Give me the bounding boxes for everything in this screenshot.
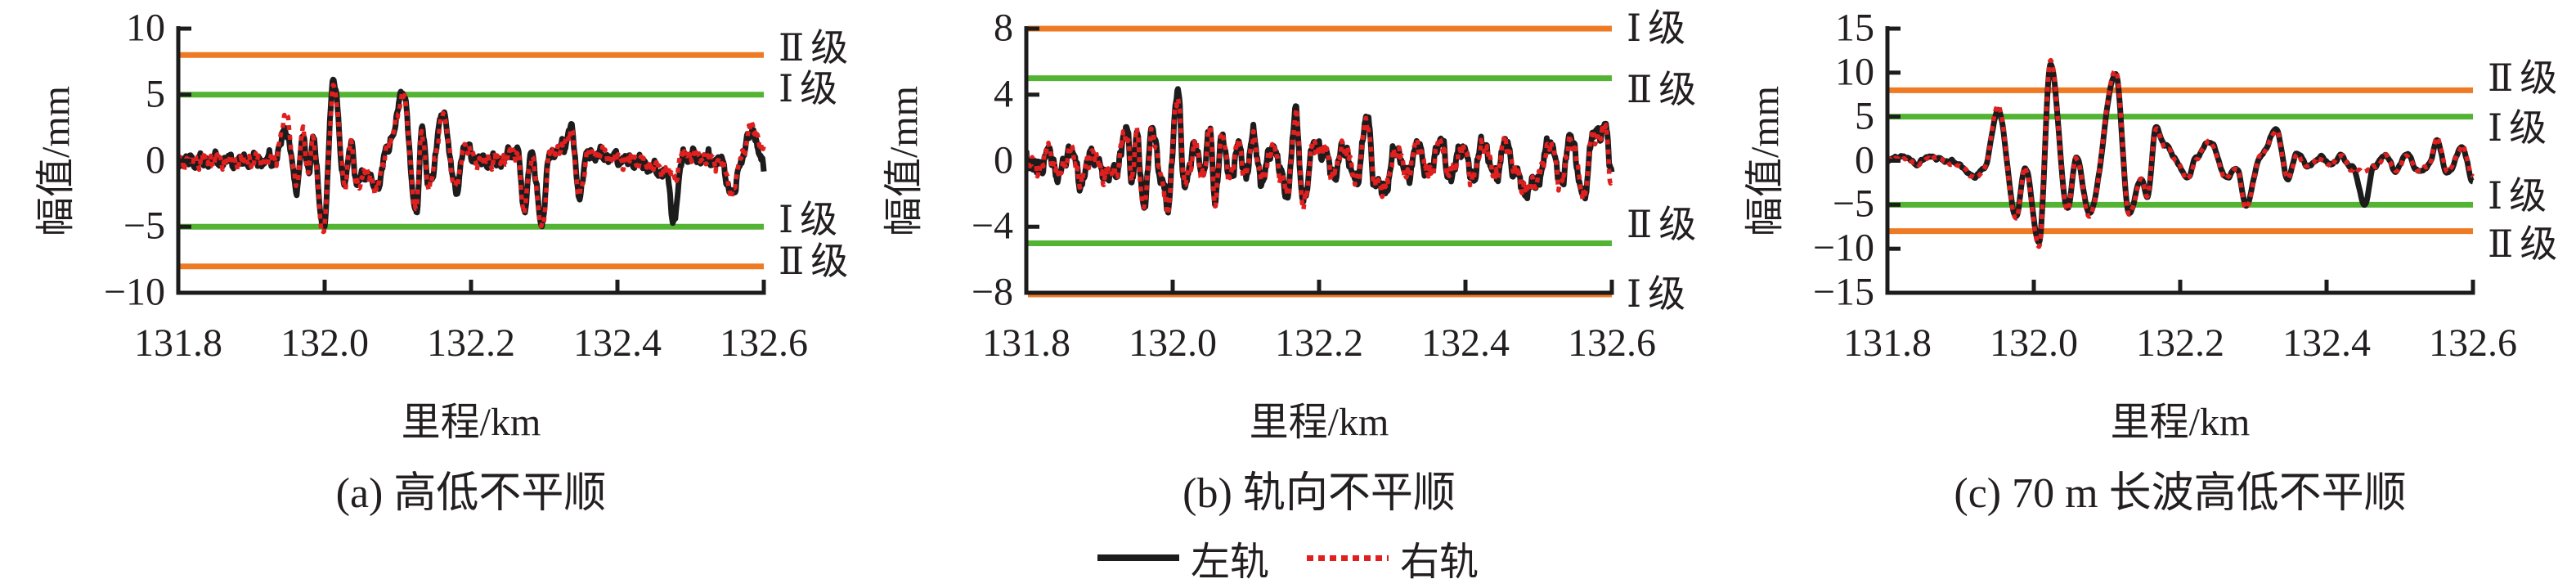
legend-label-left-rail: 左轨 [1190, 541, 1269, 584]
panel-b-caption: (b) 轨向不平顺 [1183, 470, 1456, 517]
panel-b-x-tick-label-2: 132.2 [1275, 321, 1363, 365]
panel-c-caption: (c) 70 m 长波高低不平顺 [1954, 470, 2407, 517]
panel-a-y-tick-label-4: −10 [103, 270, 165, 314]
panel-b-x-tick-label-4: 132.6 [1568, 321, 1656, 365]
panel-c-limit-label-1: Ⅰ级 [2488, 106, 2554, 149]
panel-b-y-tick-label-4: −8 [971, 270, 1013, 314]
panel-a-x-tick-label-1: 132.0 [280, 321, 369, 365]
right-rail-line-sample [1307, 554, 1389, 561]
panel-c-y-axis-title: 幅值/mm [1744, 85, 1787, 236]
panel-c-limit-label-0: Ⅱ级 [2488, 57, 2565, 100]
panel-a-x-tick-label-2: 132.2 [427, 321, 515, 365]
panel-c-y-tick-label-4: −5 [1832, 182, 1874, 226]
panel-a-x-tick-label-3: 132.4 [573, 321, 662, 365]
panel-a-y-tick-label-2: 0 [146, 137, 165, 182]
panel-b-limit-label-0: Ⅰ级 [1627, 7, 1693, 49]
panel-a-y-tick-label-0: 10 [126, 6, 165, 50]
panel-a-x-tick-label-4: 132.6 [720, 321, 808, 365]
panel-a-x-axis-title: 里程/km [401, 401, 541, 444]
legend-label-right-rail: 右轨 [1400, 541, 1479, 584]
panel-a-limit-label-3: Ⅱ级 [779, 240, 855, 282]
panel-c-x-tick-label-2: 132.2 [2136, 321, 2224, 365]
panel-c-y-tick-label-0: 15 [1835, 6, 1874, 50]
panel-b-y-tick-label-1: 4 [994, 72, 1013, 116]
panel-c-right-rail-line [1887, 57, 2475, 249]
panel-b-x-tick-label-1: 132.0 [1129, 321, 1217, 365]
panel-b-x-tick-label-0: 131.8 [982, 321, 1070, 365]
left-rail-line-sample [1097, 554, 1179, 561]
panel-b-limit-label-2: Ⅱ级 [1627, 204, 1703, 246]
panel-a-y-tick-label-3: −5 [123, 204, 165, 248]
panel-b-right-rail-line [1025, 97, 1613, 218]
panel-c-y-tick-label-2: 5 [1855, 94, 1874, 138]
panel-b-limit-label-3: Ⅰ级 [1627, 273, 1693, 315]
panel-a-limit-label-0: Ⅱ级 [779, 27, 855, 70]
panel-c-y-tick-label-1: 10 [1835, 50, 1874, 94]
panel-c-limit-label-3: Ⅱ级 [2488, 222, 2565, 265]
panel-c-limit-label-2: Ⅰ级 [2488, 175, 2554, 218]
panel-b-limit-label-1: Ⅱ级 [1627, 68, 1703, 110]
panel-b-y-axis-title: 幅值/mm [882, 85, 926, 236]
panel-c-y-tick-label-5: −10 [1812, 226, 1874, 270]
panel-c-x-tick-label-1: 132.0 [1990, 321, 2078, 365]
panel-c-x-tick-label-4: 132.6 [2429, 321, 2517, 365]
panel-a-y-axis-title: 幅值/mm [34, 85, 78, 236]
panel-b-x-tick-label-3: 132.4 [1421, 321, 1510, 365]
panel-a-x-tick-label-0: 131.8 [134, 321, 222, 365]
panel-a-caption: (a) 高低不平顺 [335, 470, 607, 517]
panel-b-y-tick-label-0: 8 [994, 6, 1013, 50]
panel-c-x-tick-label-3: 132.4 [2282, 321, 2371, 365]
panel-c-y-tick-label-3: 0 [1855, 137, 1874, 182]
panel-a-limit-label-1: Ⅰ级 [779, 67, 845, 110]
panel-a-limit-label-2: Ⅰ级 [779, 199, 845, 241]
panel-c-x-tick-label-0: 131.8 [1843, 321, 1932, 365]
panel-c-x-axis-title: 里程/km [2110, 401, 2251, 444]
panel-b-y-tick-label-2: 0 [994, 137, 1013, 182]
legend: 左轨 右轨 [1097, 529, 1479, 586]
panel-c-y-tick-label-6: −15 [1812, 270, 1874, 314]
panel-b-x-axis-title: 里程/km [1249, 401, 1389, 444]
panel-a-y-tick-label-1: 5 [146, 72, 165, 116]
panel-b-y-tick-label-3: −4 [971, 204, 1013, 248]
panel-a-right-rail-line [177, 83, 766, 235]
